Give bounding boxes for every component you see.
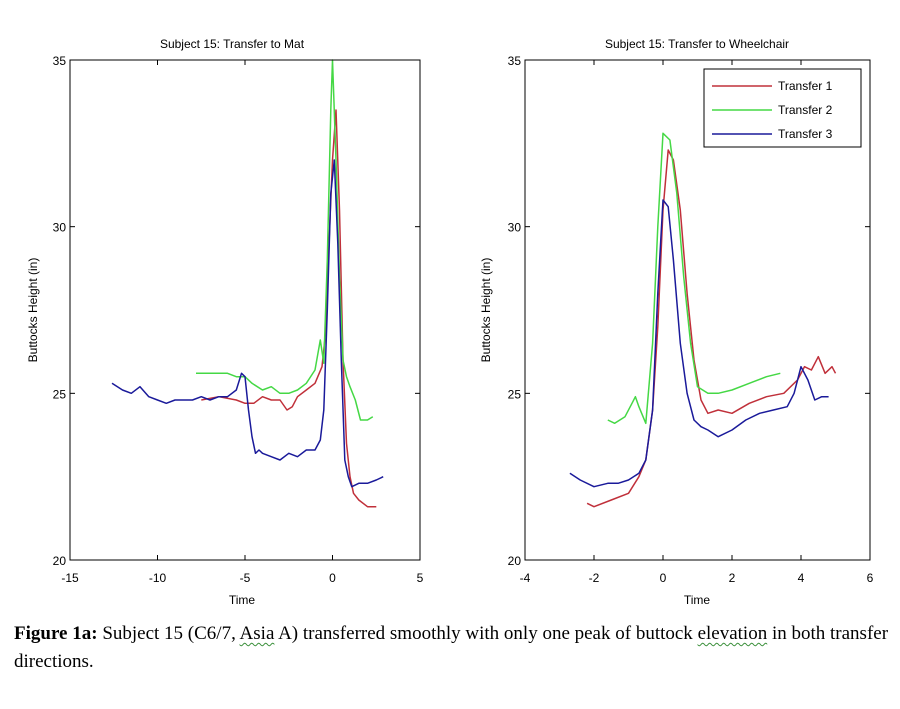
x-tick-label: -4 <box>520 571 531 585</box>
caption-text-after: in both transfer directions. <box>14 623 889 672</box>
series-line-transfer-1 <box>201 109 377 508</box>
y-tick-label: 25 <box>508 387 522 401</box>
caption-label: Figure 1a: <box>14 623 98 644</box>
y-tick-label: 35 <box>508 54 522 68</box>
caption-text-before: Subject 15 (C6/7, <box>102 623 240 644</box>
chart-title: Subject 15: Transfer to Mat <box>160 37 305 51</box>
y-tick-label: 30 <box>53 221 67 235</box>
x-tick-label: 4 <box>798 571 805 585</box>
chart-transfer-to-wheelchair: Subject 15: Transfer to Wheelchair Time … <box>479 37 874 607</box>
caption-flagged-word: Asia <box>239 623 275 644</box>
axis-ticks: -4 -2 0 2 4 6 20 25 30 35 <box>508 54 874 585</box>
x-tick-label: 5 <box>417 571 424 585</box>
x-tick-label: 0 <box>329 571 336 585</box>
axes-frame <box>69 59 421 561</box>
series-line-transfer-3 <box>111 159 384 488</box>
series-line-transfer-1 <box>586 149 837 508</box>
series-line-transfer-3 <box>569 199 829 488</box>
x-tick-label: -15 <box>61 571 79 585</box>
x-tick-label: -2 <box>589 571 600 585</box>
chart-transfer-to-mat: Subject 15: Transfer to Mat Time Buttock… <box>26 37 424 607</box>
caption-flagged-word: elevation <box>697 623 768 644</box>
series-lines <box>111 59 384 508</box>
y-tick-label: 30 <box>508 221 522 235</box>
series-line-transfer-2 <box>607 132 781 425</box>
legend-label-transfer-2: Transfer 2 <box>778 103 833 117</box>
y-axis-label: Buttocks Height (in) <box>479 258 493 363</box>
y-tick-label: 25 <box>53 387 67 401</box>
x-tick-label: -10 <box>149 571 167 585</box>
y-tick-label: 20 <box>53 554 67 568</box>
x-tick-label: 6 <box>867 571 874 585</box>
legend-label-transfer-1: Transfer 1 <box>778 79 833 93</box>
axes-frame <box>524 59 871 561</box>
x-axis-label: Time <box>684 593 711 607</box>
series-line-transfer-2 <box>196 59 374 421</box>
x-axis-label: Time <box>229 593 256 607</box>
y-axis-label: Buttocks Height (in) <box>26 258 40 363</box>
caption-text-middle: A) transferred smoothly with only one pe… <box>274 623 693 644</box>
x-tick-label: 2 <box>729 571 736 585</box>
x-tick-label: 0 <box>660 571 667 585</box>
y-tick-label: 35 <box>53 54 67 68</box>
axis-ticks: -15 -10 -5 0 5 20 25 30 35 <box>53 54 424 585</box>
series-lines <box>569 132 837 508</box>
figure-caption: Figure 1a: Subject 15 (C6/7, Asia A) tra… <box>14 620 894 676</box>
legend-label-transfer-3: Transfer 3 <box>778 127 833 141</box>
x-tick-label: -5 <box>240 571 251 585</box>
legend: Transfer 1 Transfer 2 Transfer 3 <box>703 68 862 148</box>
chart-title: Subject 15: Transfer to Wheelchair <box>605 37 789 51</box>
y-tick-label: 20 <box>508 554 522 568</box>
